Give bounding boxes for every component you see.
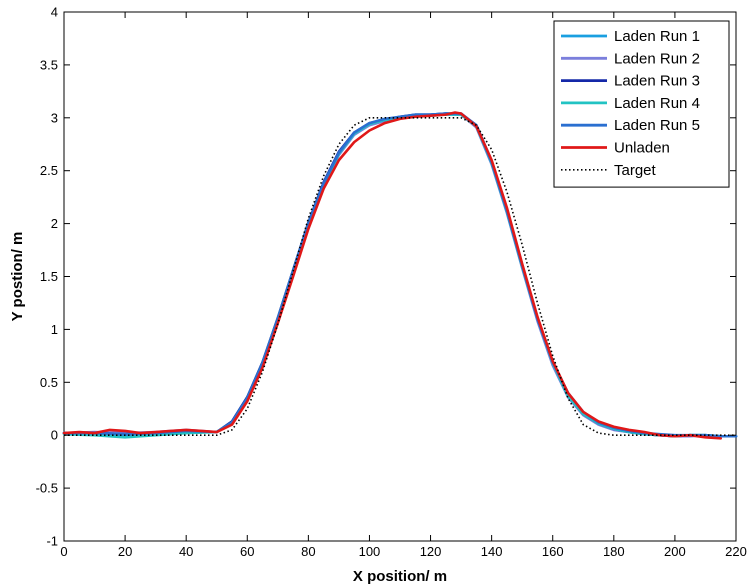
x-tick-label: 220: [725, 544, 747, 559]
legend-label: Target: [614, 162, 657, 179]
legend-label: Laden Run 3: [614, 73, 700, 90]
x-tick-label: 0: [60, 544, 67, 559]
x-tick-label: 140: [481, 544, 503, 559]
x-tick-label: 180: [603, 544, 625, 559]
x-tick-label: 40: [179, 544, 193, 559]
y-tick-label: -1: [46, 534, 58, 549]
y-tick-label: 2: [51, 216, 58, 231]
legend-label: Laden Run 5: [614, 117, 700, 134]
x-tick-label: 200: [664, 544, 686, 559]
legend-label: Laden Run 4: [614, 95, 700, 112]
y-tick-label: 4: [51, 5, 58, 20]
series-line-unladen: [62, 111, 723, 440]
legend-label: Laden Run 1: [614, 28, 700, 45]
y-tick-label: 3: [51, 110, 58, 125]
y-tick-label: -0.5: [36, 481, 58, 496]
series-line-target: [64, 117, 736, 437]
x-tick-label: 80: [301, 544, 315, 559]
y-tick-label: 1: [51, 322, 58, 337]
x-tick-label: 120: [420, 544, 442, 559]
x-axis-ticks: 0 20 40 60 80 100 120 140 160 180 200 220: [60, 12, 747, 559]
y-tick-label: 3.5: [40, 57, 58, 72]
y-axis-ticks: -1 -0.5 0 0.5 1 1.5 2 2.5 3 3.5 4: [36, 5, 736, 549]
legend: Laden Run 1 Laden Run 2 Laden Run 3 Laden R…: [553, 20, 730, 188]
legend-label: Unladen: [614, 140, 670, 157]
x-tick-label: 160: [542, 544, 564, 559]
x-axis-label: X position/ m: [353, 568, 447, 585]
x-tick-label: 20: [118, 544, 132, 559]
x-tick-label: 100: [359, 544, 381, 559]
y-tick-label: 2.5: [40, 163, 58, 178]
legend-label: Laden Run 2: [614, 50, 700, 67]
y-tick-label: 1.5: [40, 269, 58, 284]
y-tick-label: 0: [51, 428, 58, 443]
y-axis-label: Y postion/ m: [9, 232, 26, 322]
x-tick-label: 60: [240, 544, 254, 559]
y-tick-label: 0.5: [40, 375, 58, 390]
series-layer: [62, 111, 738, 440]
